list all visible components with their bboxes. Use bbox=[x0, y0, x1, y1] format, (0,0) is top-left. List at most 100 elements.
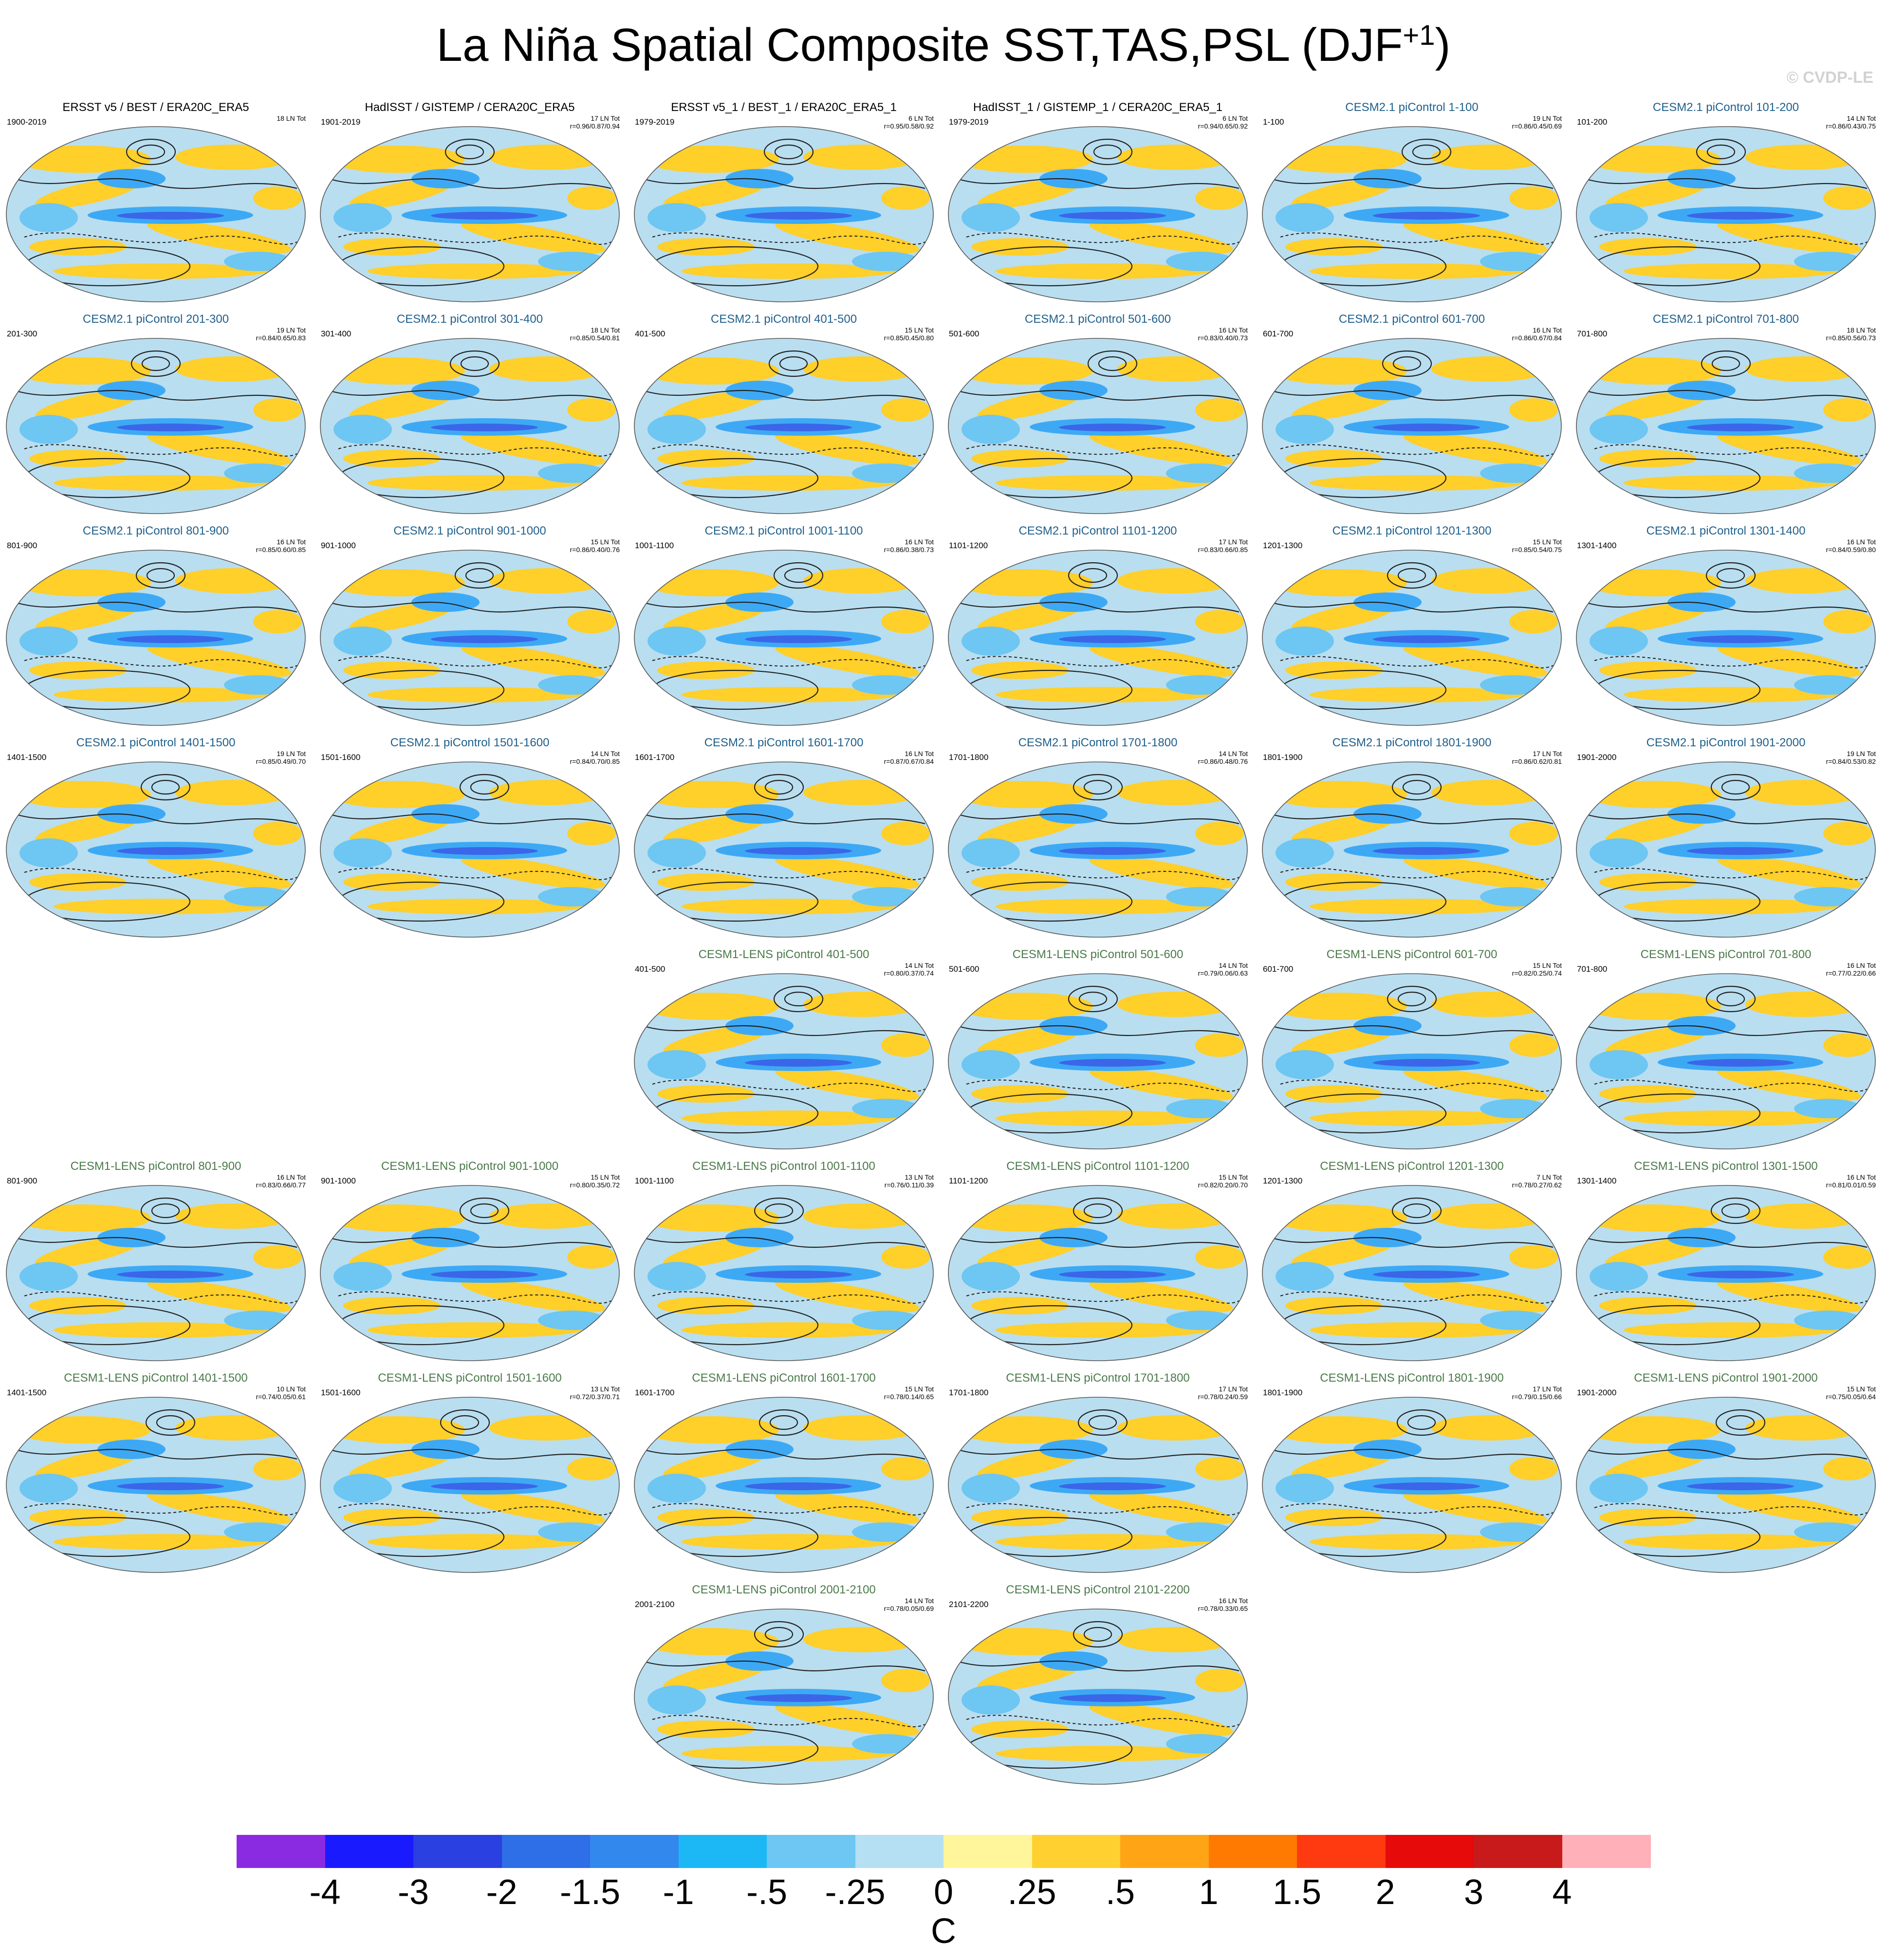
panel-years: 1-100 bbox=[1263, 117, 1284, 127]
panel-correlation: r=0.85/0.45/0.80 bbox=[884, 334, 934, 342]
panel-title: CESM2.1 piControl 601-700 bbox=[1338, 313, 1485, 326]
composite-map bbox=[948, 338, 1248, 514]
colorbar-tick-label: 1.5 bbox=[1272, 1873, 1322, 1912]
panel-years: 1601-1700 bbox=[635, 753, 675, 762]
panel-title: CESM2.1 piControl 801-900 bbox=[82, 524, 229, 537]
composite-map bbox=[1262, 1397, 1562, 1573]
panel-years: 201-300 bbox=[7, 329, 37, 338]
panel-event-count: 18 LN Tot bbox=[591, 326, 620, 334]
panel-correlation: r=0.87/0.67/0.84 bbox=[884, 758, 934, 765]
map-panel: CESM2.1 piControl 901-1000 901-1000 15 LN … bbox=[314, 524, 626, 729]
map-panel: CESM2.1 piControl 801-900 801-900 16 LN To… bbox=[0, 524, 312, 729]
panel-stats: 15 LN Tot r=0.86/0.40/0.76 bbox=[570, 538, 620, 554]
composite-map bbox=[1262, 126, 1562, 302]
composite-map bbox=[320, 126, 620, 302]
map-panel: CESM1-LENS piControl 1401-1500 1401-1500 1… bbox=[0, 1371, 312, 1576]
panel-correlation: r=0.81/0.01/0.59 bbox=[1826, 1181, 1876, 1189]
colorbar-tick-label: .5 bbox=[1105, 1873, 1135, 1912]
map-panel: ERSST v5_1 / BEST_1 / ERA20C_ERA5_1 1979-… bbox=[628, 101, 940, 305]
colorbar-tick-label: -3 bbox=[397, 1873, 429, 1912]
panel-correlation: r=0.86/0.45/0.69 bbox=[1512, 122, 1562, 130]
composite-map bbox=[6, 1397, 306, 1573]
panel-event-count: 15 LN Tot bbox=[591, 538, 620, 546]
panel-stats: 17 LN Tot r=0.78/0.24/0.59 bbox=[1198, 1385, 1248, 1401]
panel-title: CESM2.1 piControl 701-800 bbox=[1652, 313, 1799, 326]
panel-stats: 17 LN Tot r=0.83/0.66/0.85 bbox=[1198, 538, 1248, 554]
panel-title: CESM2.1 piControl 1201-1300 bbox=[1332, 524, 1492, 537]
panel-title: CESM2.1 piControl 1701-1800 bbox=[1018, 736, 1178, 749]
panel-years: 1501-1600 bbox=[321, 753, 361, 762]
colorbar bbox=[237, 1835, 1651, 1868]
panel-stats: 16 LN Tot r=0.86/0.67/0.84 bbox=[1512, 326, 1562, 342]
panel-years: 101-200 bbox=[1577, 117, 1608, 127]
composite-map bbox=[320, 338, 620, 514]
map-panel: CESM2.1 piControl 401-500 401-500 15 LN To… bbox=[628, 313, 940, 517]
panel-title: CESM1-LENS piControl 501-600 bbox=[1012, 948, 1184, 961]
panel-correlation: r=0.86/0.67/0.84 bbox=[1512, 334, 1562, 342]
panel-correlation: r=0.86/0.48/0.76 bbox=[1198, 758, 1248, 765]
panel-years: 601-700 bbox=[1263, 964, 1294, 974]
map-panel: CESM1-LENS piControl 1301-1500 1301-1400 1… bbox=[1570, 1160, 1882, 1364]
panel-event-count: 16 LN Tot bbox=[1219, 326, 1248, 334]
map-panel: CESM1-LENS piControl 1201-1300 1201-1300 7… bbox=[1256, 1160, 1568, 1364]
panel-stats: 14 LN Tot r=0.84/0.70/0.85 bbox=[570, 750, 620, 765]
panel-stats: 15 LN Tot r=0.78/0.14/0.65 bbox=[884, 1385, 934, 1401]
panel-years: 1401-1500 bbox=[7, 753, 47, 762]
panel-correlation: r=0.80/0.37/0.74 bbox=[884, 969, 934, 977]
panel-title: CESM2.1 piControl 1501-1600 bbox=[390, 736, 550, 749]
map-panel: CESM1-LENS piControl 1901-2000 1901-2000 1… bbox=[1570, 1371, 1882, 1576]
panel-title: CESM1-LENS piControl 1801-1900 bbox=[1320, 1371, 1504, 1385]
panel-years: 1900-2019 bbox=[7, 117, 47, 127]
panel-correlation: r=0.76/0.11/0.39 bbox=[884, 1181, 934, 1189]
panel-correlation: r=0.80/0.35/0.72 bbox=[570, 1181, 620, 1189]
panel-years: 701-800 bbox=[1577, 329, 1608, 338]
map-panel: HadISST / GISTEMP / CERA20C_ERA5 1901-201… bbox=[314, 101, 626, 305]
title-close-paren: ) bbox=[1435, 19, 1451, 71]
colorbar-swatch bbox=[1474, 1835, 1563, 1868]
panel-correlation: r=0.75/0.05/0.64 bbox=[1826, 1393, 1876, 1401]
map-panel: CESM2.1 piControl 1901-2000 1901-2000 19 L… bbox=[1570, 736, 1882, 941]
panel-stats: 19 LN Tot r=0.86/0.45/0.69 bbox=[1512, 114, 1562, 130]
panel-title: HadISST / GISTEMP / CERA20C_ERA5 bbox=[365, 101, 575, 114]
panel-event-count: 17 LN Tot bbox=[1219, 1385, 1248, 1393]
colorbar-tick-label: -4 bbox=[309, 1873, 341, 1912]
colorbar-swatch bbox=[1120, 1835, 1209, 1868]
panel-event-count: 15 LN Tot bbox=[1533, 962, 1562, 969]
panel-correlation: r=0.85/0.49/0.70 bbox=[256, 758, 306, 765]
composite-map bbox=[320, 550, 620, 726]
panel-event-count: 7 LN Tot bbox=[1536, 1173, 1562, 1181]
panel-event-count: 16 LN Tot bbox=[277, 538, 306, 546]
panel-stats: 17 LN Tot r=0.96/0.87/0.94 bbox=[570, 114, 620, 130]
panel-event-count: 18 LN Tot bbox=[277, 114, 306, 122]
map-panel: CESM2.1 piControl 201-300 201-300 19 LN To… bbox=[0, 313, 312, 517]
panel-title: HadISST_1 / GISTEMP_1 / CERA20C_ERA5_1 bbox=[973, 101, 1223, 114]
panel-event-count: 10 LN Tot bbox=[277, 1385, 306, 1393]
panel-correlation: r=0.83/0.66/0.77 bbox=[256, 1181, 306, 1189]
composite-map bbox=[1576, 338, 1876, 514]
colorbar-swatch bbox=[590, 1835, 679, 1868]
colorbar-tick-label: 1 bbox=[1199, 1873, 1219, 1912]
composite-map bbox=[948, 1397, 1248, 1573]
panel-years: 1501-1600 bbox=[321, 1388, 361, 1397]
colorbar-tick-label: -2 bbox=[486, 1873, 518, 1912]
panel-correlation: r=0.86/0.62/0.81 bbox=[1512, 758, 1562, 765]
panel-years: 1101-1200 bbox=[949, 541, 988, 550]
panel-event-count: 16 LN Tot bbox=[905, 538, 934, 546]
panel-years: 801-900 bbox=[7, 541, 37, 550]
panel-years: 1001-1100 bbox=[635, 541, 674, 550]
panel-years: 1901-2000 bbox=[1577, 1388, 1617, 1397]
map-panel: CESM1-LENS piControl 401-500 401-500 14 LN… bbox=[628, 948, 940, 1152]
panel-stats: 15 LN Tot r=0.85/0.54/0.75 bbox=[1512, 538, 1562, 554]
panel-correlation: r=0.78/0.27/0.62 bbox=[1512, 1181, 1562, 1189]
composite-map bbox=[634, 126, 934, 302]
panel-title: CESM2.1 piControl 901-1000 bbox=[393, 524, 546, 537]
panel-event-count: 14 LN Tot bbox=[905, 962, 934, 969]
panel-event-count: 19 LN Tot bbox=[277, 326, 306, 334]
composite-map bbox=[634, 338, 934, 514]
map-panel: CESM2.1 piControl 1301-1400 1301-1400 16 L… bbox=[1570, 524, 1882, 729]
colorbar-tick-label: 2 bbox=[1375, 1873, 1395, 1912]
panel-event-count: 17 LN Tot bbox=[1533, 1385, 1562, 1393]
panel-stats: 15 LN Tot r=0.75/0.05/0.64 bbox=[1826, 1385, 1876, 1401]
composite-map bbox=[948, 550, 1248, 726]
map-panel: CESM2.1 piControl 301-400 301-400 18 LN To… bbox=[314, 313, 626, 517]
